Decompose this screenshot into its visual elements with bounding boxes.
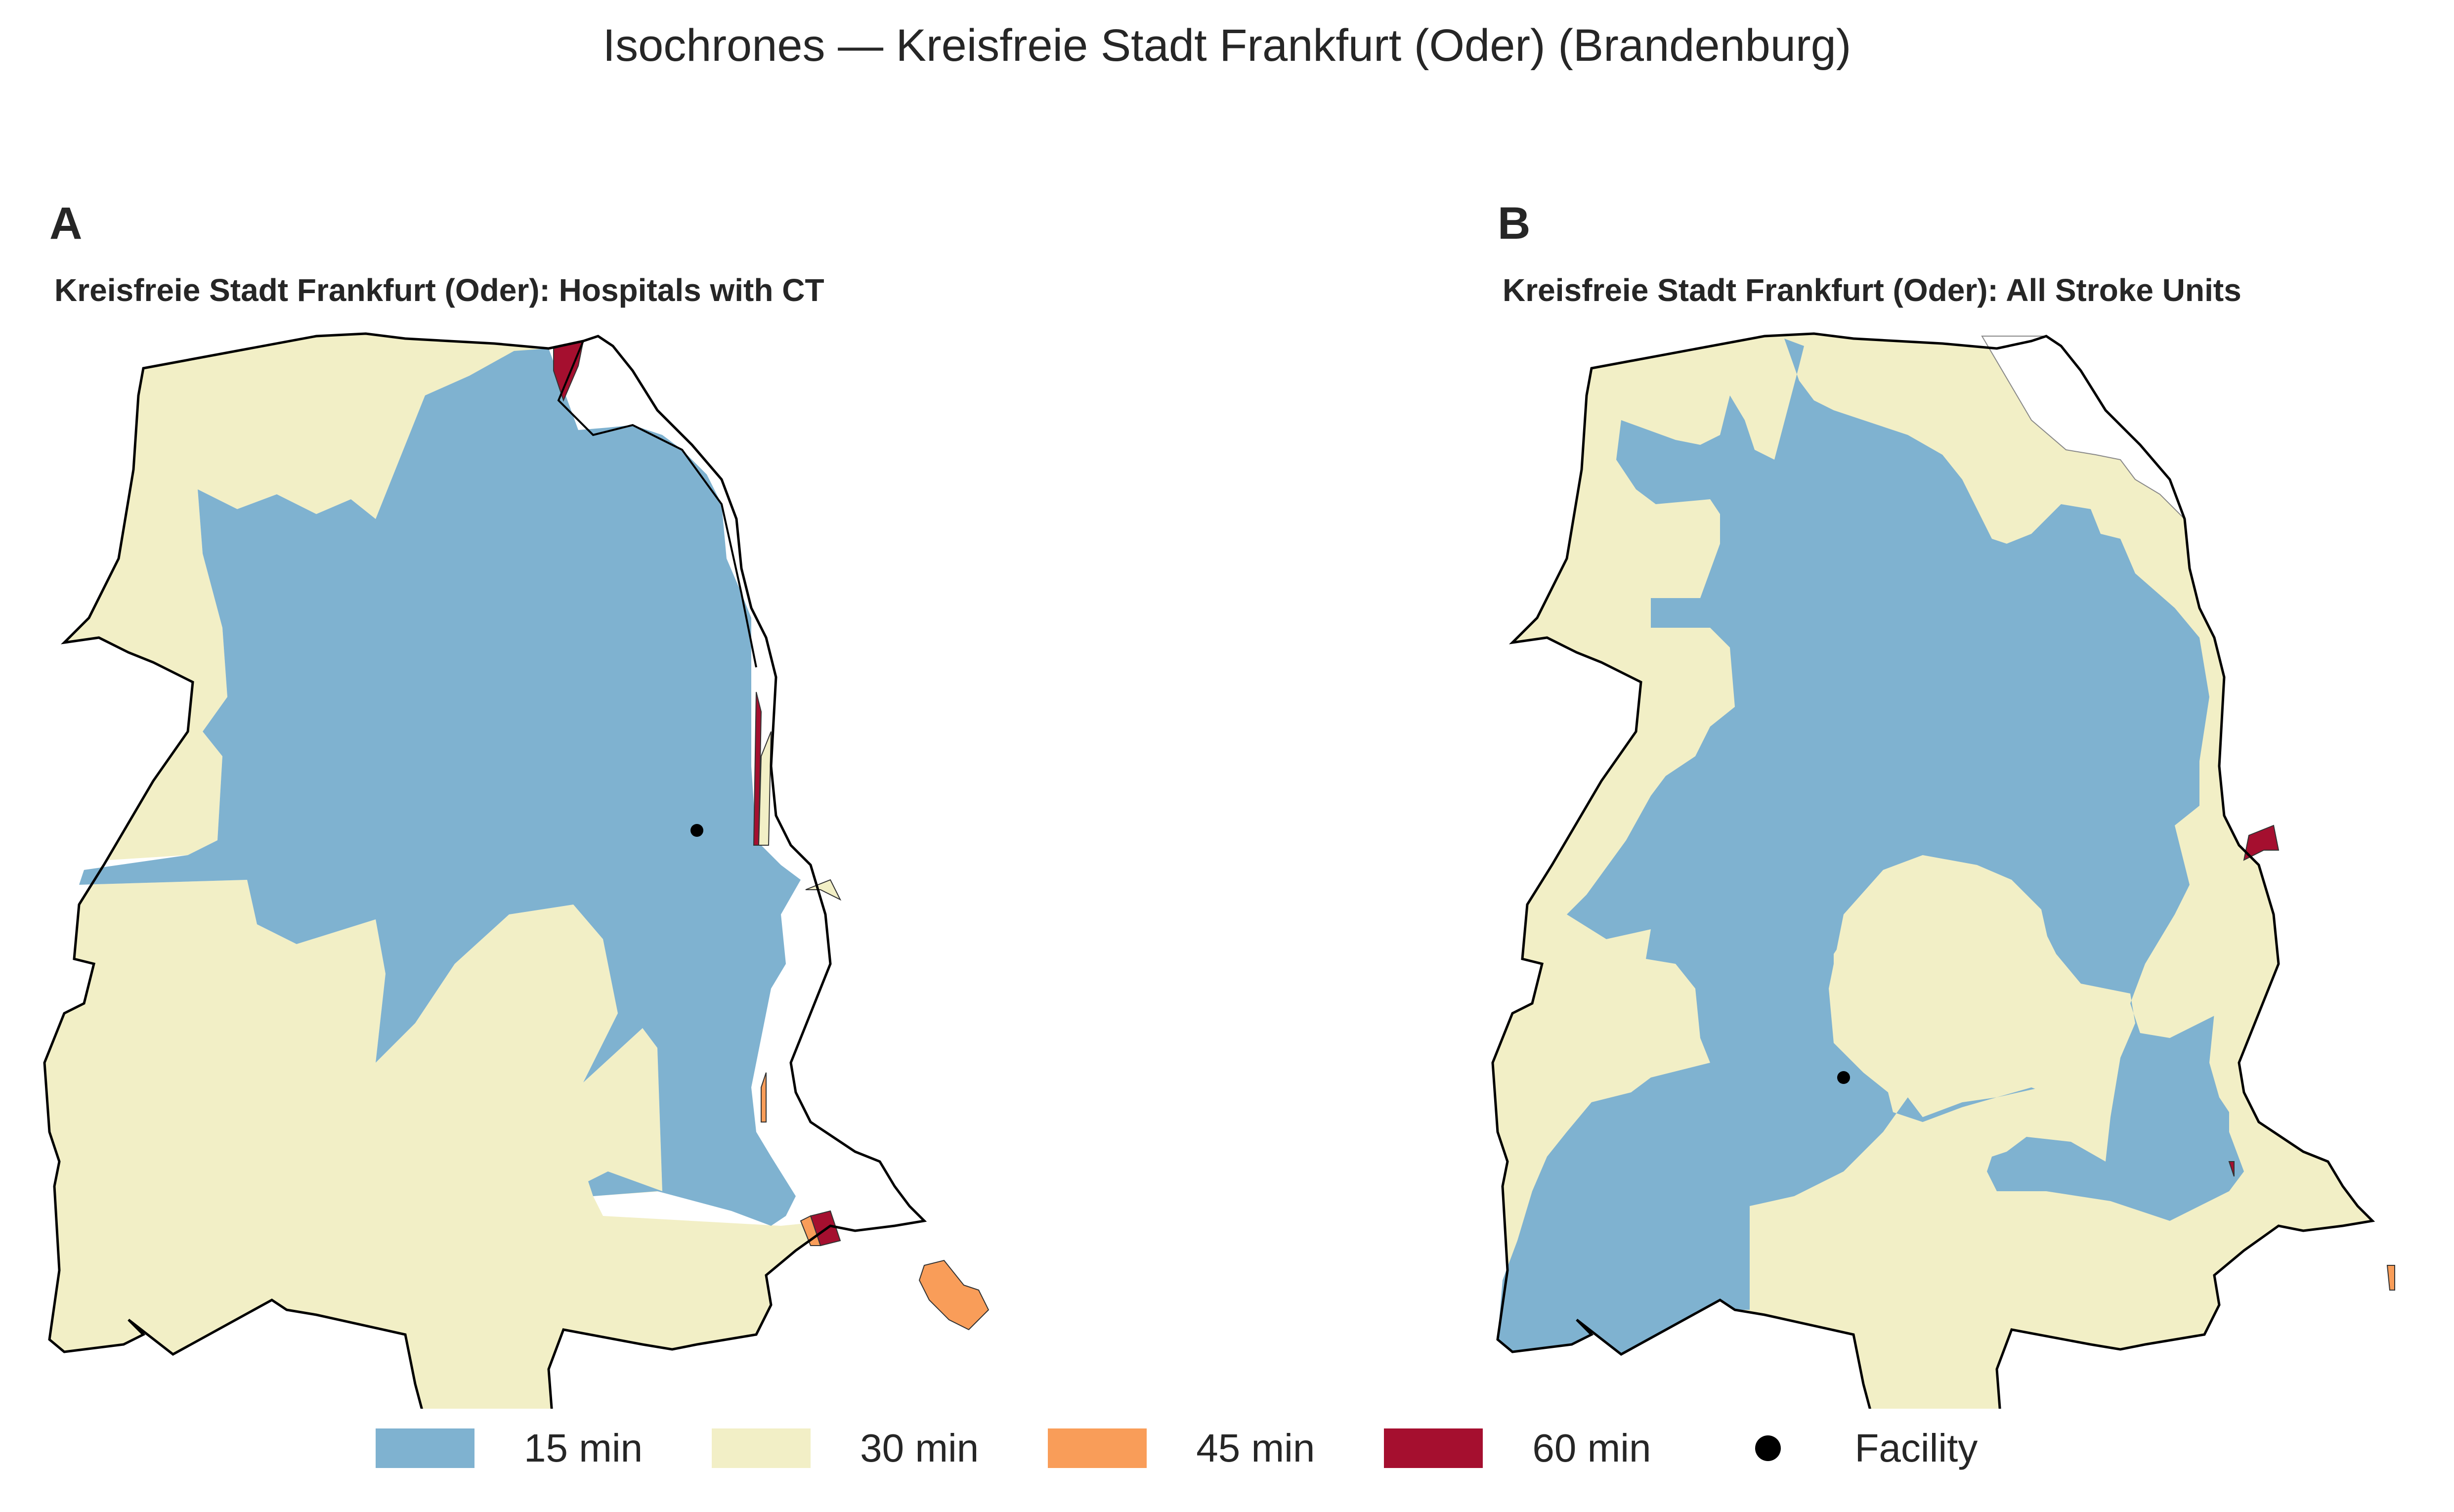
panel-a-letter: A [49,198,83,249]
panel-b-letter: B [1498,198,1531,249]
legend-item-30min: 30 min [712,1426,979,1471]
legend-swatch-15min [376,1428,474,1468]
isochrone-45min-a-south [800,1215,821,1246]
legend-swatch-45min [1048,1428,1147,1468]
facility-marker-a [690,824,703,837]
figure-title: Isochrones — Kreisfreie Stadt Frankfurt … [603,20,1851,71]
isochrone-45min-a-se [918,1259,990,1331]
facility-marker-b [1837,1071,1850,1084]
isochrone-30min-b-island2 [2170,816,2254,1038]
map-b [1491,332,2395,1409]
panel-b: B Kreisfreie Stadt Frankfurt (Oder): All… [1488,198,2454,1409]
legend: 15 min 30 min 45 min 60 min Facility [376,1414,2047,1483]
isochrone-30min-b-island1 [1834,865,2106,1117]
isochrone-30min-a-east [758,731,772,846]
legend-label-60min: 60 min [1532,1426,1651,1470]
isochrone-15min-a [79,348,801,1226]
isochrone-30min-a-sliver [805,879,842,901]
district-boundary-a [43,332,927,1409]
legend-label-facility: Facility [1854,1426,1978,1470]
isochrone-45min-b-se [2386,1265,2395,1291]
facility-dot-icon [1755,1435,1781,1461]
isochrone-45min-a-sliver [761,1072,767,1123]
legend-item-60min: 60 min [1384,1426,1651,1471]
isochrone-60min-b-east [2243,824,2280,861]
legend-label-15min: 15 min [524,1426,643,1470]
district-boundary-b [1491,332,2375,1409]
isochrone-30min-a [44,334,830,1409]
panel-b-title: Kreisfreie Stadt Frankfurt (Oder): All S… [1503,272,2241,308]
legend-label-45min: 45 min [1196,1426,1315,1470]
panel-a: A Kreisfreie Stadt Frankfurt (Oder): Hos… [40,198,1176,1409]
legend-label-30min: 30 min [860,1426,979,1470]
legend-swatch-60min [1384,1428,1483,1468]
legend-item-15min: 15 min [376,1426,643,1471]
district-boundary-a-inner [557,341,757,668]
isochrone-15min-b [1498,339,2244,1354]
legend-swatch-30min [712,1428,811,1468]
legend-item-45min: 45 min [1048,1426,1315,1471]
map-a [43,332,990,1409]
legend-item-facility: Facility [1721,1426,1978,1471]
isochrone-60min-b-sliver [2228,1161,2235,1177]
panel-a-title: Kreisfreie Stadt Frankfurt (Oder): Hospi… [54,272,824,308]
